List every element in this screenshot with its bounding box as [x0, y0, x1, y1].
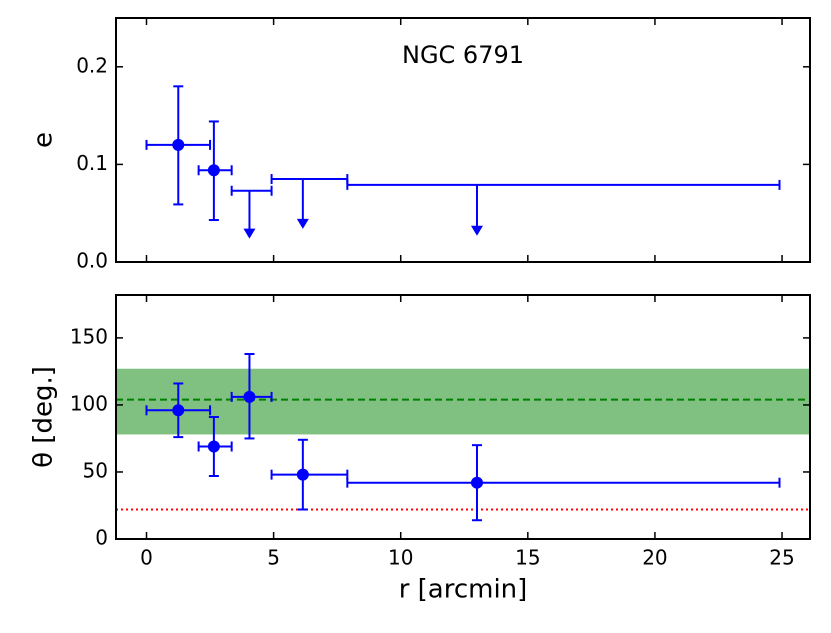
- arrow-head: [243, 228, 256, 239]
- data-point: [243, 390, 256, 403]
- plot-frame: [115, 294, 811, 540]
- y-tick-label: 50: [83, 458, 108, 482]
- data-point: [470, 476, 483, 489]
- y-tick-label: 0.0: [76, 249, 108, 273]
- data-point: [172, 138, 185, 151]
- y-tick-label: 150: [70, 324, 108, 348]
- y-axis-label: e: [29, 132, 59, 148]
- x-tick-label: 25: [769, 546, 794, 570]
- data-point: [207, 164, 220, 177]
- x-tick-label: 5: [267, 546, 280, 570]
- arrow-head: [470, 225, 483, 236]
- y-tick-label: 0.2: [76, 53, 108, 77]
- x-tick-label: 0: [140, 546, 153, 570]
- x-tick-label: 20: [642, 546, 667, 570]
- y-tick-label: 0.1: [76, 151, 108, 175]
- annotation: NGC 6791: [402, 41, 524, 69]
- plot-frame: [115, 17, 811, 263]
- y-tick-label: 0: [95, 526, 108, 550]
- x-tick-label: 10: [388, 546, 413, 570]
- band: [116, 368, 810, 435]
- data-point: [172, 404, 185, 417]
- y-tick-label: 100: [70, 391, 108, 415]
- x-axis-label: r [arcmin]: [399, 575, 528, 605]
- x-tick-label: 15: [515, 546, 540, 570]
- data-point: [296, 468, 309, 481]
- arrow-head: [296, 218, 309, 229]
- data-point: [207, 440, 220, 453]
- y-axis-label: θ [deg.]: [29, 366, 59, 468]
